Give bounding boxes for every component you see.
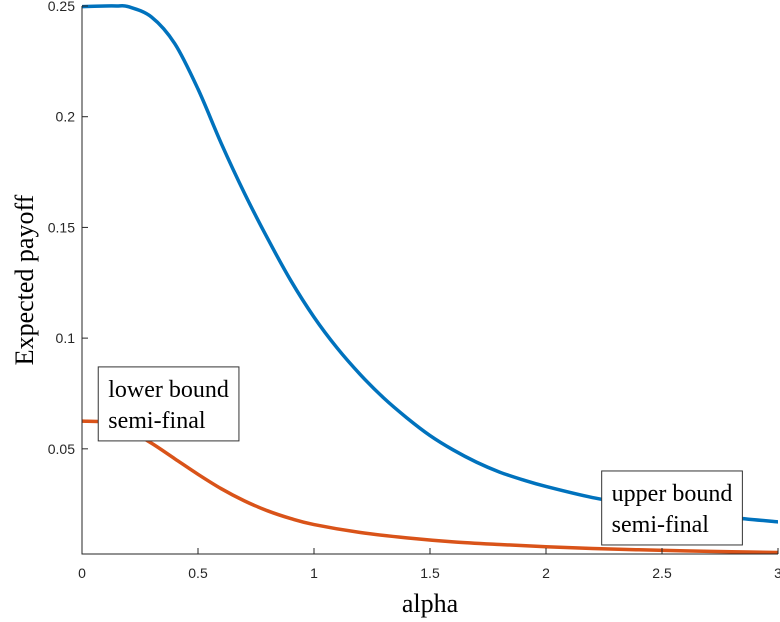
- x-tick-label: 0: [78, 565, 86, 581]
- x-tick-label: 2: [542, 565, 550, 581]
- annotation-upper: upper bound semi-final: [601, 470, 743, 546]
- annotation-box: [97, 366, 240, 442]
- y-axis: 0.05 0.1 0.15 0.2 0.25: [48, 0, 88, 457]
- y-tick-label: 0.2: [56, 109, 76, 125]
- series-line-1: [82, 3, 778, 524]
- annotations: lower bound semi-final upper bound semi-fin…: [97, 366, 743, 546]
- annotation-text: semi-final: [612, 512, 710, 538]
- x-tick-label: 1.5: [420, 565, 440, 581]
- y-axis-title: Expected payoff: [10, 194, 39, 365]
- x-tick-label: 1: [310, 565, 318, 581]
- x-tick-label: 3: [774, 565, 780, 581]
- x-axis-title: alpha: [402, 589, 459, 618]
- annotation-text: upper bound: [612, 481, 733, 507]
- y-tick-label: 0.15: [48, 219, 75, 235]
- y-tick-label: 0.05: [48, 441, 75, 457]
- annotation-box: [601, 470, 743, 546]
- x-tick-label: 2.5: [652, 565, 672, 581]
- y-tick-label: 0.1: [56, 330, 76, 346]
- series-layer: [82, 3, 778, 554]
- y-tick-label: 0.25: [48, 0, 75, 14]
- annotation-lower: lower bound semi-final: [97, 366, 240, 442]
- annotation-text: lower bound: [108, 377, 229, 403]
- x-tick-label: 0.5: [188, 565, 208, 581]
- annotation-text: semi-final: [108, 408, 206, 434]
- x-axis: 0 0.5 1 1.5 2 2.5 3: [78, 548, 780, 581]
- series-line-2: [82, 419, 778, 554]
